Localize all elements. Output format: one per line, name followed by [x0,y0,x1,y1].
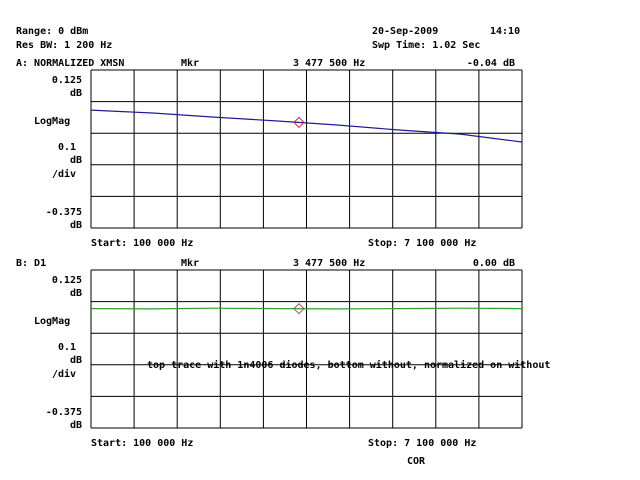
scale: 0.1 [58,342,76,353]
marker-value: -0.04 dB [467,58,515,69]
scale-per-div: /div [52,168,76,180]
y-tick-label: 0.125 [52,275,82,286]
res-bw: Res BW: 1 200 Hz [16,40,112,51]
y-unit: dB [70,88,82,99]
marker-frequency: 3 477 500 Hz [293,258,365,269]
scale: 0.1 [58,142,76,153]
trace [90,307,523,310]
marker-label: Mkr [181,58,199,69]
marker-frequency: 3 477 500 Hz [293,58,365,69]
trace-title: A: NORMALIZED XMSN [16,58,124,69]
marker [293,302,305,315]
marker-label: Mkr [181,258,199,269]
y-unit: dB [70,420,82,431]
scale-unit: dB [70,155,82,166]
format: LogMag [34,116,70,127]
status: COR [407,456,426,467]
date: 20-Sep-2009 [372,26,438,37]
stop-frequency: Stop: 7 100 000 Hz [368,438,476,449]
format: LogMag [34,316,70,327]
time: 14:10 [490,26,520,37]
y-unit: dB [70,288,82,299]
y-tick-label: 0.125 [52,75,82,86]
y-tick-label: -0.375 [46,407,82,418]
start-frequency: Start: 100 000 Hz [91,238,193,249]
scale-per-div: /div [52,368,76,380]
scale-unit: dB [70,355,82,366]
trace-title: B: D1 [16,258,46,269]
range: Range: 0 dBm [16,26,88,37]
start-frequency: Start: 100 000 Hz [91,438,193,449]
marker-value: 0.00 dB [473,258,515,269]
stop-frequency: Stop: 7 100 000 Hz [368,238,476,249]
marker [293,116,305,129]
y-tick-label: -0.375 [46,207,82,218]
annotation: top trace with 1n4006 diodes, bottom wit… [147,359,550,371]
trace [90,109,523,143]
sweep-time: Swp Time: 1.02 Sec [372,39,480,51]
y-unit: dB [70,220,82,231]
